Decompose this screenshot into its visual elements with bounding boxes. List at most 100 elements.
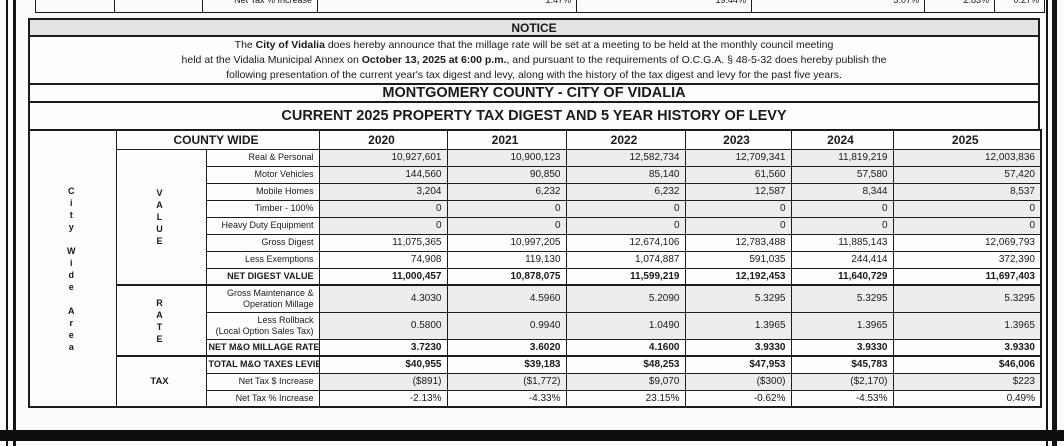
value-cell: 0.9940 xyxy=(446,311,567,340)
row-label-line: (Local Option Sales Tax) xyxy=(215,325,314,336)
table-row: Less Exemptions 74,908 119,130 1,074,887 591… xyxy=(29,250,1042,269)
value-cell: 5.2090 xyxy=(565,284,686,313)
vertical-letter: i xyxy=(69,197,73,208)
value-cell: 4.5960 xyxy=(446,284,567,313)
vertical-letter: L xyxy=(156,211,163,222)
partial-row-label-cell: Net Tax % Increase xyxy=(203,0,318,13)
table-row: V A L U E Real & Personal 10,927,601 10,900,123… xyxy=(29,148,1042,286)
value-cell: 10,878,075 xyxy=(446,267,567,286)
vertical-letter: t xyxy=(69,209,73,220)
partial-top-row: Net Tax % Increase 1.47% 19.44% 3.07% 2.83% 0… xyxy=(35,0,1045,13)
value-cell: 3.9330 xyxy=(684,338,792,357)
value-cell: 5.3295 xyxy=(684,284,792,313)
table-row: Mobile Homes 3,204 6,232 6,232 12,587 8,344 8,… xyxy=(29,182,1042,201)
value-cell: 0 xyxy=(892,199,1042,218)
value-cell: ($891) xyxy=(318,372,448,391)
value-cell: 12,587 xyxy=(684,182,792,201)
vertical-letter: y xyxy=(68,221,74,232)
value-cell: 57,580 xyxy=(790,165,894,184)
value-cell: 4.1600 xyxy=(565,338,686,357)
value-cell: 23.15% xyxy=(565,389,686,408)
value-cell: 11,000,457 xyxy=(318,267,448,286)
value-cell: 12,709,341 xyxy=(684,148,792,167)
table-row: NET M&O MILLAGE RATE 3.7230 3.6020 4.1600 3.… xyxy=(29,338,1042,357)
page-frame-left-outer xyxy=(6,0,8,446)
value-cell: $40,955 xyxy=(318,355,448,374)
value-cell: $39,183 xyxy=(446,355,567,374)
notice-line-3: following presentation of the current ye… xyxy=(226,68,842,81)
vertical-letter: V xyxy=(156,187,163,198)
value-cell: 12,192,453 xyxy=(684,267,792,286)
value-cell: 0 xyxy=(446,199,567,218)
value-cell: 5.3295 xyxy=(892,284,1042,313)
value-cell: 11,697,403 xyxy=(892,267,1042,286)
value-cell: 0 xyxy=(318,199,448,218)
value-cell: -4.53% xyxy=(790,389,894,408)
partial-row-text: 2.83% xyxy=(963,0,989,5)
value-cell: 591,035 xyxy=(684,250,792,269)
value-cell: 1.3965 xyxy=(684,311,792,340)
table-row: Gross Digest 11,075,365 10,997,205 12,674,1… xyxy=(29,233,1042,252)
value-cell: 12,069,793 xyxy=(892,233,1042,252)
partial-top-row-cells: Net Tax % Increase 1.47% 19.44% 3.07% 2.83% 0… xyxy=(35,0,1045,13)
notice-body: The City of Vidalia does hereby announce… xyxy=(28,35,1040,85)
value-cell: 0 xyxy=(446,216,567,235)
value-cell: $47,953 xyxy=(684,355,792,374)
partial-row-text: 19.44% xyxy=(715,0,746,5)
value-cell: 372,390 xyxy=(892,250,1042,269)
table-row: Less Rollback (Local Option Sales Tax) 0.5… xyxy=(29,311,1042,340)
value-cell: 0 xyxy=(684,199,792,218)
partial-row-text: Net Tax % Increase xyxy=(234,0,312,5)
value-cell: 4.3030 xyxy=(318,284,448,313)
vertical-letter: W xyxy=(67,245,76,256)
year-header: 2023 xyxy=(684,129,792,150)
row-label: Net Tax % Increase xyxy=(205,389,320,408)
value-cell: 0 xyxy=(565,216,686,235)
row-label: Real & Personal xyxy=(205,148,320,167)
partial-row-cell: 3.07% xyxy=(752,0,925,13)
row-label: Gross Digest xyxy=(205,233,320,252)
vertical-letter: r xyxy=(69,317,73,328)
table-row: Timber - 100% 0 0 0 0 0 0 xyxy=(29,199,1042,218)
value-cell: ($1,772) xyxy=(446,372,567,391)
value-cell: 57,420 xyxy=(892,165,1042,184)
value-cell: 74,908 xyxy=(318,250,448,269)
value-cell: $46,006 xyxy=(892,355,1042,374)
value-cell: 1.3965 xyxy=(790,311,894,340)
value-cell: 12,003,836 xyxy=(892,148,1042,167)
value-cell: 85,140 xyxy=(565,165,686,184)
value-cell: 6,232 xyxy=(565,182,686,201)
value-cell: 6,232 xyxy=(446,182,567,201)
value-cell: $48,253 xyxy=(565,355,686,374)
value-cell: -0.62% xyxy=(684,389,792,408)
row-label: Net Tax $ Increase xyxy=(205,372,320,391)
page-frame-right-outer xyxy=(1052,0,1057,446)
value-cell: 0 xyxy=(318,216,448,235)
value-cell: 0 xyxy=(892,216,1042,235)
notice-line-2: held at the Vidalia Municipal Annex on O… xyxy=(181,53,887,66)
value-cell: 12,674,106 xyxy=(565,233,686,252)
year-header: 2024 xyxy=(790,129,894,150)
region-title: MONTGOMERY COUNTY - CITY OF VIDALIA xyxy=(28,83,1040,103)
partial-row-text: 0.27% xyxy=(1013,0,1039,5)
value-cell: 11,640,729 xyxy=(790,267,894,286)
row-label-line: Less Rollback xyxy=(257,314,314,325)
vertical-letter: A xyxy=(156,199,163,210)
table-row: Motor Vehicles 144,560 90,850 85,140 61,560 5… xyxy=(29,165,1042,184)
row-label: Heavy Duty Equipment xyxy=(205,216,320,235)
value-cell: 11,819,219 xyxy=(790,148,894,167)
value-cell: 3,204 xyxy=(318,182,448,201)
value-cell: 0 xyxy=(790,216,894,235)
value-cell: 0 xyxy=(684,216,792,235)
row-label: NET M&O MILLAGE RATE xyxy=(205,338,320,357)
value-cell: 3.9330 xyxy=(892,338,1042,357)
row-label: Less Rollback (Local Option Sales Tax) xyxy=(205,311,320,340)
partial-row-text: 1.47% xyxy=(545,0,571,5)
row-label: NET DIGEST VALUE xyxy=(205,267,320,286)
row-label: Mobile Homes xyxy=(205,182,320,201)
